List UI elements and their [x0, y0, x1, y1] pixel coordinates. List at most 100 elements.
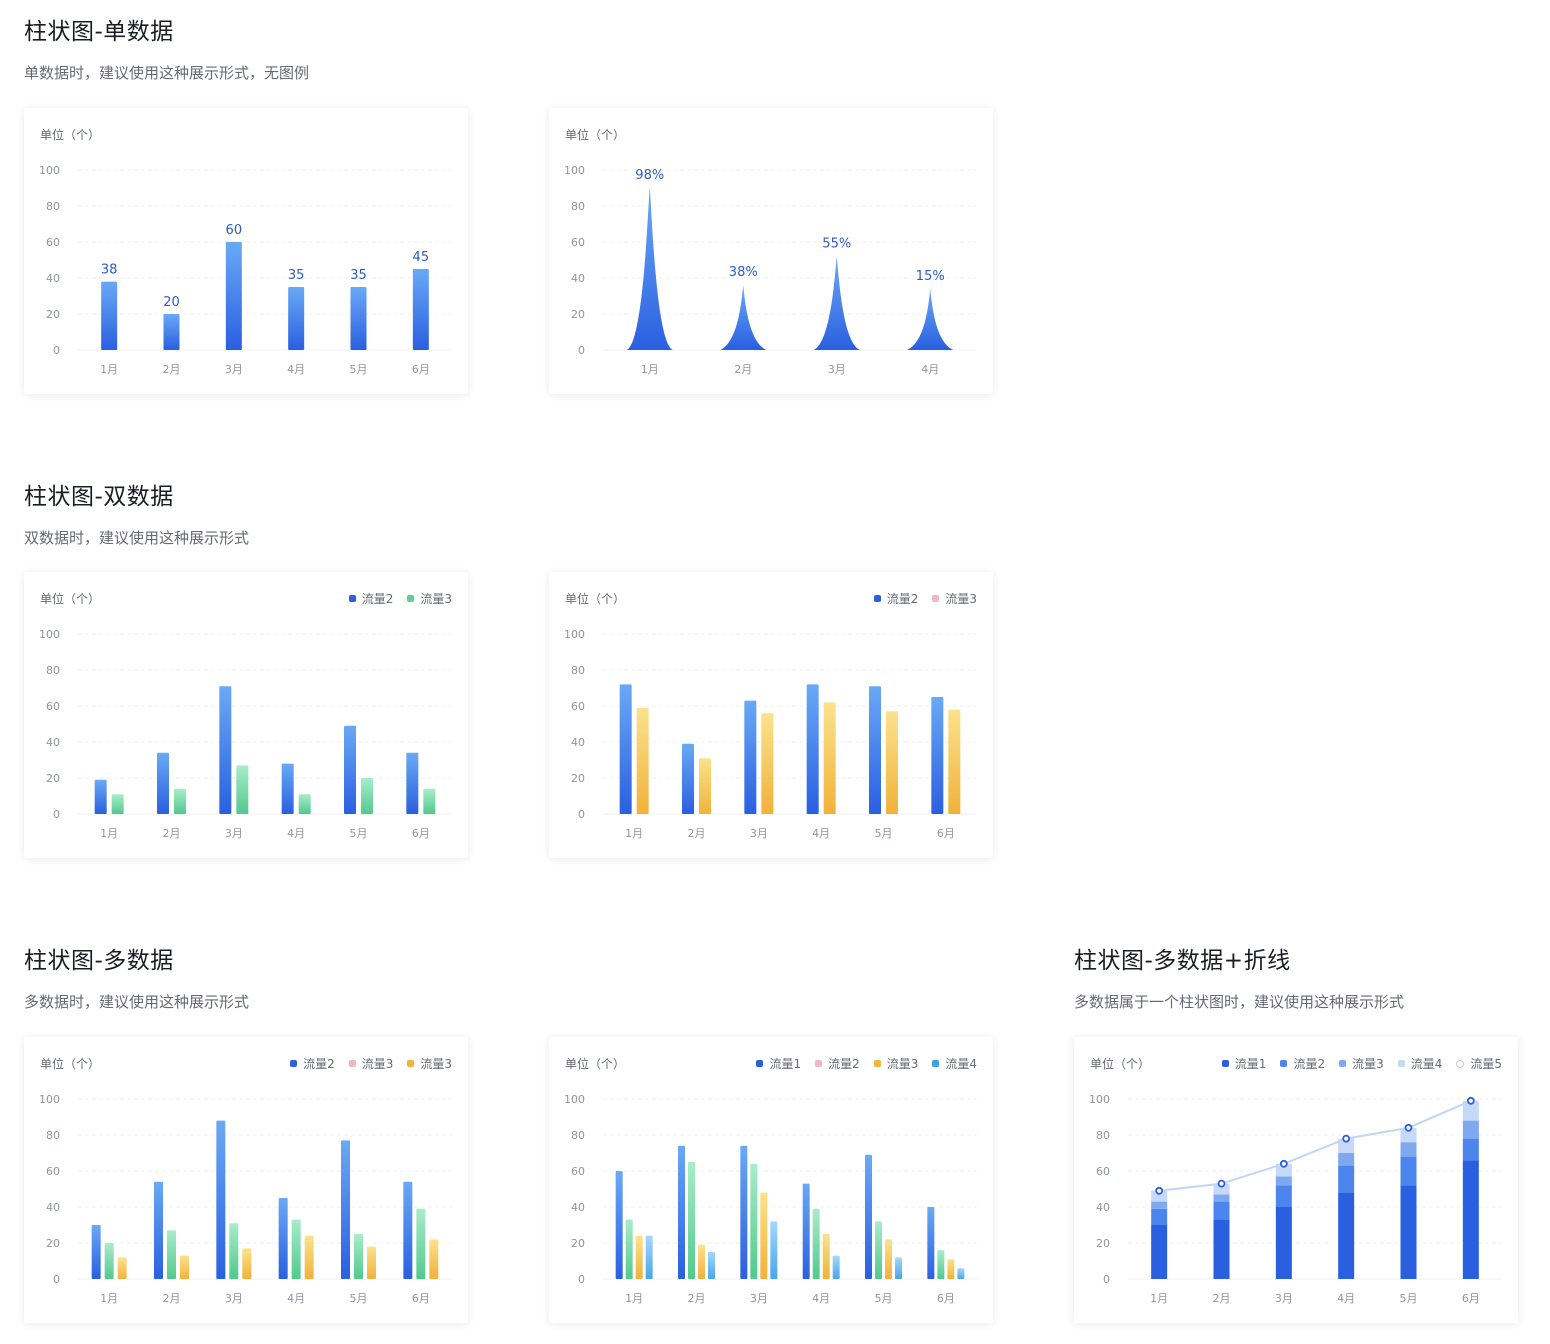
legend-item[interactable]: 流量3	[407, 590, 452, 607]
stacked-bar-segment[interactable]	[1338, 1165, 1355, 1193]
legend-item[interactable]: 流量1	[1221, 1055, 1266, 1072]
legend-item[interactable]: 流量3	[932, 590, 977, 607]
bar[interactable]	[869, 686, 881, 814]
bar[interactable]	[416, 1208, 426, 1279]
stacked-bar-segment[interactable]	[1275, 1185, 1292, 1207]
stacked-bar-segment[interactable]	[1213, 1219, 1230, 1279]
bar[interactable]	[429, 1239, 439, 1279]
bar[interactable]	[823, 702, 836, 814]
bar[interactable]	[281, 763, 294, 814]
bar[interactable]	[111, 794, 124, 814]
legend-item[interactable]: 流量5	[1456, 1055, 1502, 1072]
stacked-bar-segment[interactable]	[1151, 1225, 1168, 1279]
peak-bar[interactable]	[626, 188, 673, 350]
stacked-bar-segment[interactable]	[1151, 1190, 1168, 1202]
bar[interactable]	[927, 1207, 935, 1279]
bar[interactable]	[278, 1198, 288, 1279]
bar[interactable]	[350, 287, 367, 350]
line-point[interactable]	[1404, 1123, 1413, 1132]
bar[interactable]	[163, 314, 180, 350]
bar[interactable]	[886, 711, 898, 814]
bar[interactable]	[225, 242, 242, 350]
bar[interactable]	[948, 709, 961, 814]
legend-item[interactable]: 流量3	[407, 1055, 452, 1072]
bar[interactable]	[298, 794, 311, 814]
bar[interactable]	[104, 1243, 114, 1279]
bar[interactable]	[167, 1230, 176, 1279]
bar[interactable]	[957, 1268, 965, 1279]
bar[interactable]	[744, 700, 757, 814]
bar[interactable]	[117, 1257, 127, 1279]
bar[interactable]	[412, 269, 429, 350]
bar[interactable]	[931, 697, 944, 814]
bar[interactable]	[229, 1223, 239, 1279]
bar[interactable]	[678, 1145, 685, 1279]
bar[interactable]	[875, 1221, 882, 1279]
legend-item[interactable]: 流量2	[1280, 1055, 1325, 1072]
bar[interactable]	[625, 1219, 633, 1279]
stacked-bar-segment[interactable]	[1462, 1138, 1479, 1161]
stacked-bar-segment[interactable]	[1338, 1192, 1355, 1279]
stacked-bar-segment[interactable]	[1338, 1138, 1355, 1153]
bar[interactable]	[367, 1246, 376, 1279]
peak-bar[interactable]	[907, 288, 954, 350]
bar[interactable]	[344, 725, 356, 814]
stacked-bar-segment[interactable]	[1275, 1176, 1292, 1186]
stacked-bar-segment[interactable]	[1151, 1208, 1168, 1225]
stacked-bar-segment[interactable]	[1400, 1127, 1417, 1143]
stacked-bar-segment[interactable]	[1400, 1185, 1417, 1279]
bar[interactable]	[615, 1171, 623, 1279]
legend-item[interactable]: 流量4	[1397, 1055, 1442, 1072]
bar[interactable]	[865, 1154, 872, 1279]
bar[interactable]	[341, 1140, 350, 1279]
stacked-bar-segment[interactable]	[1462, 1120, 1479, 1139]
bar[interactable]	[688, 1162, 695, 1279]
bar[interactable]	[219, 686, 232, 814]
bar[interactable]	[708, 1252, 715, 1279]
line-point[interactable]	[1279, 1159, 1288, 1168]
bar[interactable]	[812, 1208, 820, 1279]
line-point[interactable]	[1466, 1096, 1475, 1105]
peak-bar[interactable]	[720, 285, 767, 350]
stacked-bar-segment[interactable]	[1275, 1207, 1292, 1279]
legend-item[interactable]: 流量4	[932, 1055, 977, 1072]
bar[interactable]	[636, 707, 649, 814]
stacked-bar-segment[interactable]	[1338, 1153, 1355, 1166]
stacked-bar-segment[interactable]	[1151, 1201, 1168, 1209]
line-point[interactable]	[1217, 1179, 1226, 1188]
stacked-bar-segment[interactable]	[1462, 1100, 1479, 1121]
bar[interactable]	[216, 1120, 226, 1279]
stacked-bar-segment[interactable]	[1213, 1194, 1230, 1202]
stacked-bar-segment[interactable]	[1462, 1160, 1479, 1279]
bar[interactable]	[242, 1248, 252, 1279]
legend-item[interactable]: 流量2	[290, 1055, 335, 1072]
legend-item[interactable]: 流量2	[815, 1055, 860, 1072]
bar[interactable]	[423, 788, 436, 814]
bar[interactable]	[361, 778, 373, 814]
bar[interactable]	[645, 1235, 653, 1279]
bar[interactable]	[291, 1219, 301, 1279]
bar[interactable]	[699, 758, 711, 814]
stacked-bar-segment[interactable]	[1400, 1142, 1417, 1157]
bar[interactable]	[760, 1192, 768, 1279]
bar[interactable]	[802, 1183, 810, 1279]
bar[interactable]	[761, 713, 774, 814]
bar[interactable]	[885, 1239, 892, 1279]
line-point[interactable]	[1342, 1134, 1351, 1143]
bar[interactable]	[101, 281, 118, 350]
legend-item[interactable]: 流量2	[873, 590, 918, 607]
bar[interactable]	[94, 779, 107, 814]
bar[interactable]	[180, 1255, 189, 1279]
bar[interactable]	[91, 1225, 101, 1279]
bar[interactable]	[937, 1250, 945, 1279]
bar[interactable]	[354, 1234, 363, 1279]
legend-item[interactable]: 流量2	[348, 590, 393, 607]
legend-item[interactable]: 流量3	[873, 1055, 918, 1072]
bar[interactable]	[288, 287, 305, 350]
peak-bar[interactable]	[813, 256, 860, 350]
bar[interactable]	[635, 1235, 643, 1279]
bar[interactable]	[750, 1163, 758, 1279]
stacked-bar-segment[interactable]	[1213, 1201, 1230, 1220]
bar[interactable]	[682, 743, 694, 814]
bar[interactable]	[406, 752, 419, 814]
